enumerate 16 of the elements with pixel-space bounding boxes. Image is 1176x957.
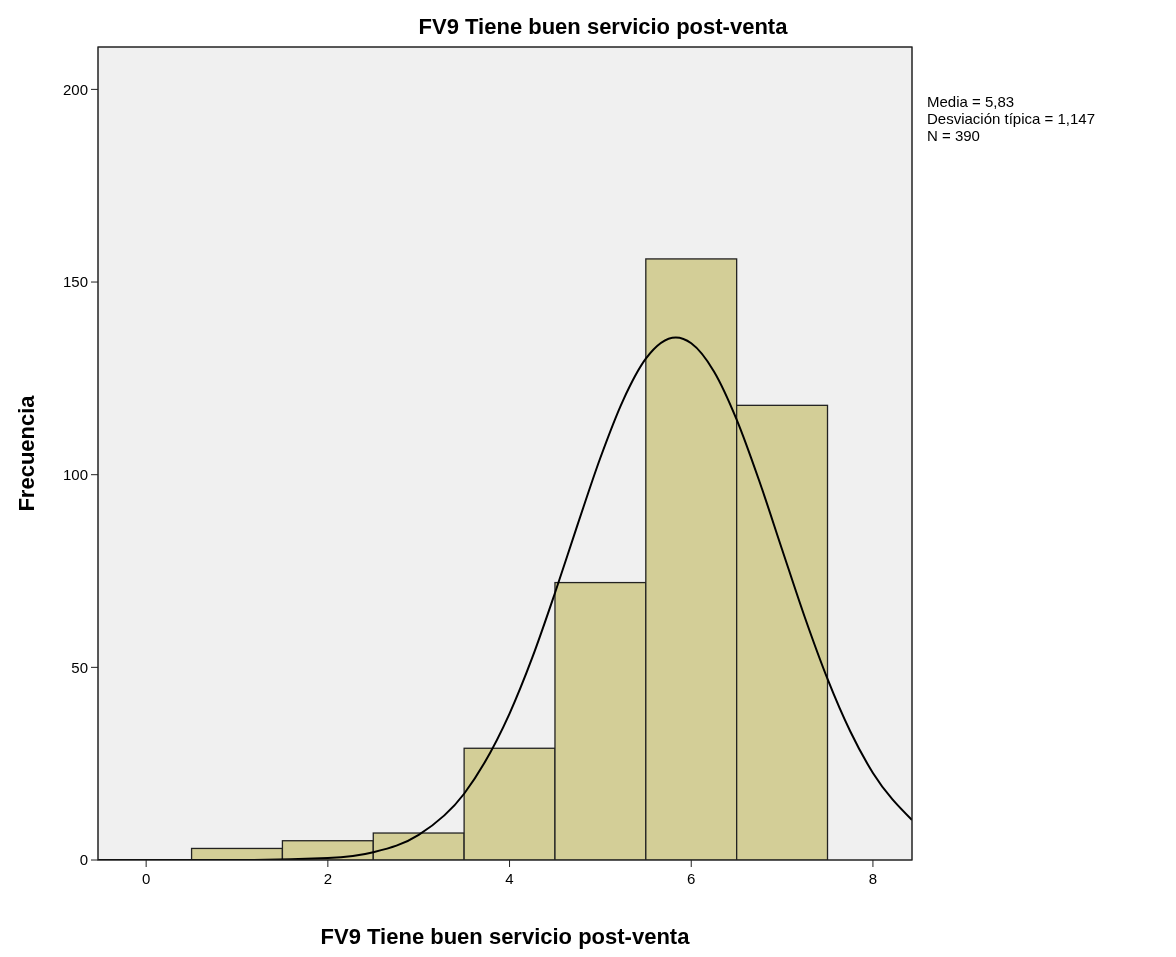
x-axis-title: FV9 Tiene buen servicio post-venta [320,924,691,949]
text: Desviación típica = 1,147 [927,110,1096,127]
x-tick-label: 0 [141,870,151,887]
y-axis-title: Frecuencia [14,394,39,512]
x-tick-label: 2 [323,870,333,887]
y-tick-label: 200 [62,80,88,98]
text: N = 390 [927,127,980,144]
y-tick-label: 50 [71,658,88,676]
y-tick-label: 150 [62,273,88,291]
x-tick-label: 4 [505,870,514,887]
x-tick-label: 6 [687,870,696,887]
y-tick-label: 0 [79,851,88,869]
y-tick-label: 100 [62,465,88,483]
text: Media = 5,83 [927,93,1015,110]
chart-title: FV9 Tiene buen servicio post-venta [418,14,789,39]
x-tick-label: 8 [868,870,878,887]
